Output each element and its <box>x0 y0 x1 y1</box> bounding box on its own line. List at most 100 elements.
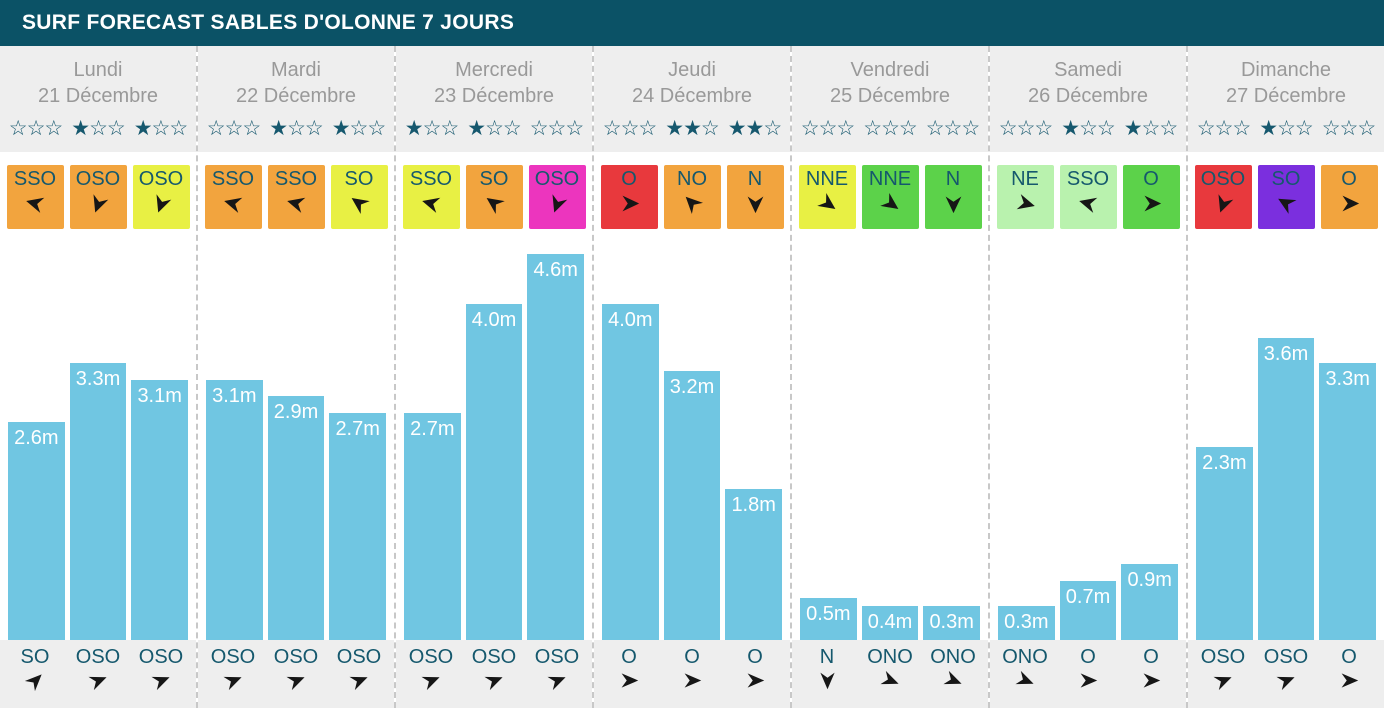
swell-arrow-icon <box>24 671 45 692</box>
title-bar: SURF FORECAST SABLES D'OLONNE 7 JOURS <box>0 0 1384 46</box>
star-rating-group: ☆☆☆ <box>800 117 855 140</box>
wind-arrow-icon <box>484 193 505 214</box>
wind-cell: NO <box>663 165 721 229</box>
swell-cell: O <box>1321 645 1378 708</box>
wind-arrow-icon <box>223 193 244 214</box>
wind-cell: OSO <box>528 165 586 229</box>
wind-direction-label: SSO <box>13 168 57 190</box>
wave-height-bar: 3.6m <box>1257 338 1315 640</box>
day-date: 26 Décembre <box>1027 85 1149 107</box>
wave-height-label: 3.3m <box>1325 368 1370 390</box>
wind-cell: O <box>1122 165 1180 229</box>
day-date: 21 Décembre <box>37 85 159 107</box>
wind-direction-label: N <box>747 168 763 190</box>
star-rating-group: ★☆☆ <box>269 117 323 140</box>
day-date: 23 Décembre <box>433 85 555 107</box>
wind-arrow-icon <box>1213 193 1234 214</box>
wind-direction-label: SO <box>1271 168 1301 190</box>
wave-height-bar: 3.2m <box>663 371 721 640</box>
wind-arrow-icon <box>1078 193 1099 214</box>
wind-arrow-icon <box>879 193 901 214</box>
wave-height-bars: 2.7m 4.0m 4.6m <box>396 233 592 640</box>
wave-height-label: 3.6m <box>1263 343 1309 365</box>
day-name: Dimanche <box>1240 59 1332 81</box>
wind-cell: NNE <box>861 165 919 229</box>
wind-row: O NO N <box>594 152 790 233</box>
swell-arrow-icon <box>1014 670 1035 690</box>
day-header: Samedi 26 Décembre <box>990 46 1186 118</box>
wind-cell: SO <box>1257 165 1315 229</box>
wave-height-bar: 2.9m <box>267 396 325 640</box>
swell-direction-label: OSO <box>1200 646 1246 668</box>
day-name: Jeudi <box>668 59 716 81</box>
swell-arrow-icon <box>1212 671 1233 691</box>
star-rating-group: ★☆☆ <box>1259 117 1313 140</box>
wave-height-bar: 3.3m <box>69 363 127 640</box>
day-column-jeudi: Jeudi 24 Décembre ☆☆☆ ★★☆ ★★☆ O NO N 4.0m 3… <box>594 46 792 708</box>
swell-row: SO OSO OSO <box>0 640 196 708</box>
wave-height-bar: 0.4m <box>861 606 919 640</box>
swell-direction-label: OSO <box>534 646 580 668</box>
star-rating-group: ☆☆☆ <box>1321 117 1376 140</box>
wind-direction-label: SO <box>479 168 509 190</box>
wave-height-label: 2.7m <box>410 418 455 440</box>
wind-cell: SSO <box>1059 165 1117 229</box>
wave-height-bar: 4.0m <box>602 304 659 640</box>
day-header: Lundi 21 Décembre <box>0 46 196 118</box>
wave-height-bar: 0.7m <box>1059 581 1117 640</box>
wind-arrow-icon <box>88 193 109 214</box>
swell-arrow-icon <box>348 671 369 691</box>
swell-cell: ONO <box>997 645 1054 708</box>
wave-height-label: 4.0m <box>471 309 517 331</box>
wave-height-bars: 0.5m 0.4m 0.3m <box>792 233 988 640</box>
day-column-samedi: Samedi 26 Décembre ☆☆☆ ★☆☆ ★☆☆ NE SSO O 0.… <box>990 46 1188 708</box>
day-name: Mardi <box>270 59 321 81</box>
swell-cell: OSO <box>529 645 586 708</box>
wave-height-bars: 3.1m 2.9m 2.7m <box>198 233 394 640</box>
star-ratings-row: ☆☆☆ ★☆☆ ☆☆☆ <box>1188 118 1384 152</box>
star-ratings-row: ☆☆☆ ★☆☆ ★☆☆ <box>0 118 196 152</box>
wind-cell: O <box>1320 165 1378 229</box>
swell-row: OSO OSO OSO <box>198 640 394 708</box>
star-rating-group: ★☆☆ <box>404 117 459 140</box>
wave-height-label: 3.2m <box>669 376 715 398</box>
star-rating-group: ★☆☆ <box>467 117 521 140</box>
swell-direction-label: OSO <box>1263 646 1309 668</box>
wave-height-bars: 4.0m 3.2m 1.8m <box>594 233 790 640</box>
star-rating-group: ☆☆☆ <box>206 117 261 140</box>
wind-cell: SO <box>465 165 523 229</box>
wind-direction-label: OSO <box>1200 168 1246 190</box>
wave-height-label: 3.1m <box>212 385 257 407</box>
swell-direction-label: OSO <box>408 646 454 668</box>
wind-direction-label: NNE <box>805 168 849 190</box>
wind-direction-label: OSO <box>75 168 121 190</box>
star-ratings-row: ☆☆☆ ★☆☆ ★☆☆ <box>990 118 1186 152</box>
wind-cell: NNE <box>798 165 856 229</box>
swell-arrow-icon <box>546 671 567 691</box>
swell-arrow-icon <box>683 671 702 690</box>
day-name: Lundi <box>73 59 123 81</box>
day-date: 25 Décembre <box>829 85 951 107</box>
star-rating-group: ☆☆☆ <box>529 117 584 140</box>
day-date: 27 Décembre <box>1225 85 1347 107</box>
wind-arrow-icon <box>1141 193 1162 214</box>
swell-arrow-icon <box>1275 671 1296 691</box>
wind-arrow-icon <box>682 193 703 215</box>
swell-direction-label: O <box>684 646 700 668</box>
day-header: Vendredi 25 Décembre <box>792 46 988 118</box>
wave-height-label: 0.9m <box>1127 569 1172 591</box>
swell-direction-label: O <box>747 646 763 668</box>
wind-direction-label: N <box>945 168 961 190</box>
wind-arrow-icon <box>943 193 964 214</box>
wind-cell: O <box>600 165 658 229</box>
wave-height-label: 0.4m <box>867 611 913 633</box>
wave-height-bar: 2.7m <box>329 413 387 640</box>
wave-height-bar: 3.1m <box>206 380 263 640</box>
swell-cell: O <box>1123 645 1180 708</box>
wave-height-bar: 0.5m <box>800 598 857 640</box>
swell-direction-label: OSO <box>336 646 382 668</box>
wind-direction-label: O <box>621 168 637 190</box>
swell-arrow-icon <box>1340 671 1359 690</box>
swell-direction-label: ONO <box>1002 646 1048 668</box>
star-ratings-row: ★☆☆ ★☆☆ ☆☆☆ <box>396 118 592 152</box>
